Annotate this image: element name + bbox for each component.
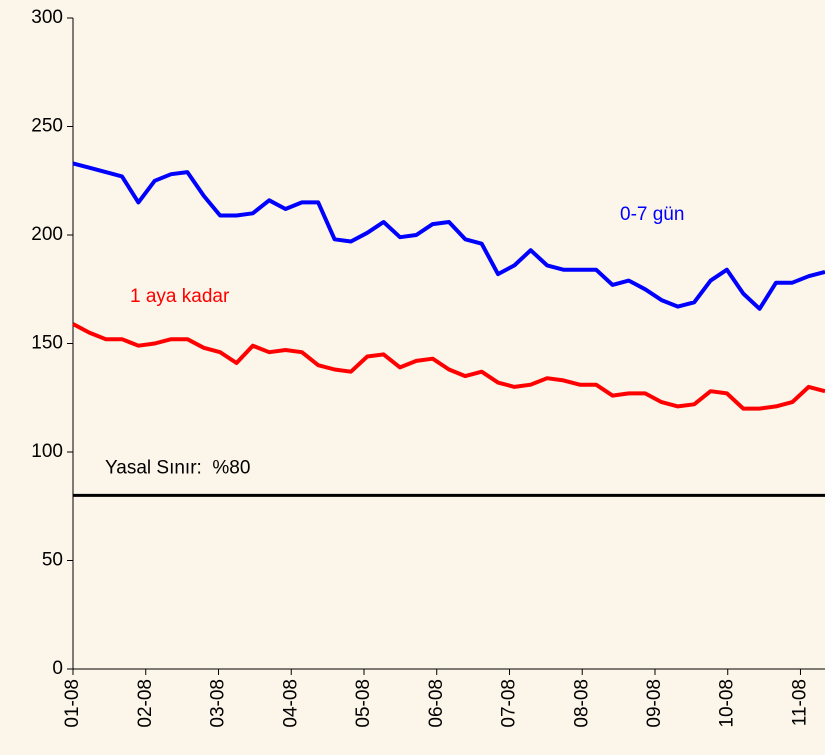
- x-tick-label: 05-08: [353, 679, 374, 728]
- x-tick-label: 02-08: [135, 679, 156, 728]
- series-label: 1 aya kadar: [130, 286, 230, 307]
- series-label: 0-7 gün: [620, 204, 684, 225]
- x-tick-label: 07-08: [499, 679, 520, 728]
- x-tick-label: 08-08: [571, 679, 592, 728]
- x-tick-label: 04-08: [280, 679, 301, 728]
- x-tick-label: 06-08: [426, 679, 447, 728]
- y-tick-label: 200: [31, 224, 63, 245]
- y-tick-label: 50: [42, 550, 63, 571]
- y-tick-label: 150: [31, 333, 63, 354]
- y-tick-label: 100: [31, 441, 63, 462]
- y-tick-label: 0: [52, 658, 63, 679]
- x-tick-label: 03-08: [208, 679, 229, 728]
- y-tick-label: 250: [31, 116, 63, 137]
- y-tick-label: 300: [31, 7, 63, 28]
- x-tick-label: 01-08: [62, 679, 83, 728]
- reference-label: Yasal Sınır: %80: [105, 457, 250, 478]
- x-tick-label: 10-08: [717, 679, 738, 728]
- x-tick-label: 11-08: [789, 679, 810, 726]
- x-tick-label: 09-08: [644, 679, 665, 728]
- series-line: [72, 161, 825, 311]
- series-line: [72, 322, 825, 411]
